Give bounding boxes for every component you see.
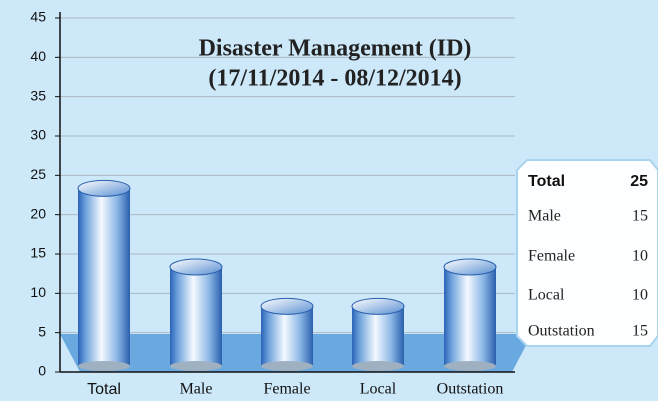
bar-base (352, 361, 404, 371)
bar-cap (351, 297, 405, 315)
bar (169, 258, 223, 371)
bar-cap (443, 258, 497, 276)
x-tick-label: Male (180, 381, 213, 398)
y-tick-label: 25 (30, 166, 46, 182)
y-tick-label: 40 (30, 48, 46, 64)
bar-base (170, 361, 222, 371)
legend-label: Female (528, 248, 575, 265)
y-tick-label: 15 (30, 245, 46, 261)
bar-base (444, 361, 496, 371)
x-tick-label: Outstation (437, 381, 504, 398)
legend-label: Local (528, 287, 565, 304)
y-tick-label: 35 (30, 87, 46, 103)
y-tick-label: 0 (38, 363, 46, 379)
legend-value: 10 (632, 248, 648, 265)
bar-base (261, 361, 313, 371)
bar-body (352, 306, 404, 366)
bar-body (170, 267, 222, 366)
y-tick-label: 20 (30, 205, 46, 221)
legend-value: 15 (632, 323, 648, 340)
y-tick-label: 30 (30, 127, 46, 143)
bar (77, 179, 131, 371)
bar-body (444, 267, 496, 366)
legend-value: 10 (632, 287, 648, 304)
bar (443, 258, 497, 371)
bar-body (261, 306, 313, 366)
bar-body (78, 188, 130, 366)
legend-value: 25 (630, 173, 648, 190)
chart-title: Disaster Management (ID) (199, 36, 472, 62)
x-tick-label: Total (87, 381, 121, 398)
y-tick-label: 5 (38, 323, 46, 339)
bar (351, 297, 405, 371)
legend-label: Total (528, 173, 565, 190)
y-tick-label: 45 (30, 9, 46, 25)
x-tick-label: Female (263, 381, 310, 398)
bar-cap (77, 179, 131, 197)
chart-subtitle: (17/11/2014 - 08/12/2014) (208, 66, 461, 92)
bar-cap (260, 297, 314, 315)
x-tick-label: Local (360, 381, 397, 398)
legend-label: Outstation (528, 323, 595, 340)
legend-box (516, 159, 658, 347)
bar-cap (169, 258, 223, 276)
y-tick-label: 10 (30, 284, 46, 300)
legend-label: Male (528, 208, 561, 225)
legend-value: 15 (632, 208, 648, 225)
bar-base (78, 361, 130, 371)
bar (260, 297, 314, 371)
